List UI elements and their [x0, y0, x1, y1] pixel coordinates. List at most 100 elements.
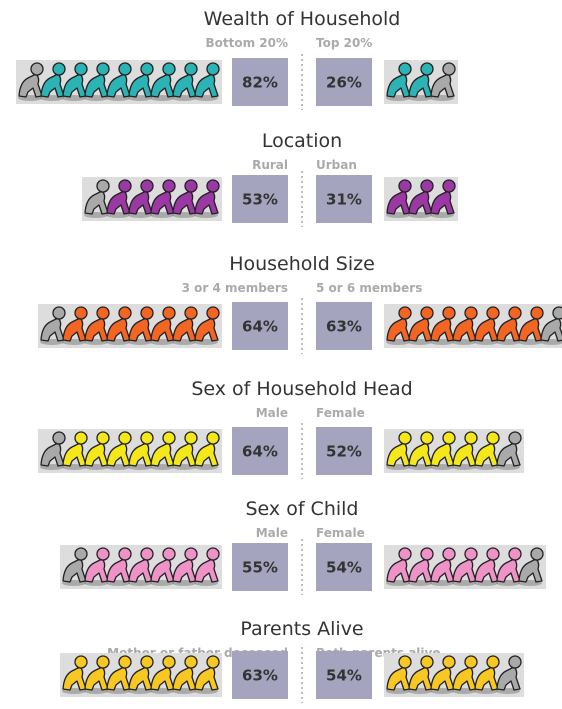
icon-head: [31, 63, 43, 75]
section-title: Location: [262, 130, 342, 152]
icon-head: [75, 548, 87, 560]
section: Household Size3 or 4 members5 or 6 membe…: [38, 253, 562, 354]
icon-head: [553, 307, 562, 319]
icon-head: [421, 180, 433, 192]
icon-head: [421, 548, 433, 560]
icon-head: [509, 307, 521, 319]
left-label: Male: [256, 526, 288, 540]
icon-head: [141, 307, 153, 319]
left-label: Rural: [252, 158, 288, 172]
right-label: 5 or 6 members: [316, 281, 422, 295]
icon-head: [487, 548, 499, 560]
percent-value: 26%: [326, 74, 362, 92]
icon-head: [75, 63, 87, 75]
icon-head: [141, 63, 153, 75]
section: Sex of Child Male Female 55% 54%: [60, 498, 546, 595]
icon-head: [119, 63, 131, 75]
icon-head: [75, 307, 87, 319]
section: Parents AliveMother or father deceasedBo…: [60, 618, 524, 703]
icon-head: [421, 63, 433, 75]
icon-head: [53, 63, 65, 75]
percent-value: 52%: [326, 443, 362, 461]
icon-head: [509, 548, 521, 560]
percent-value: 54%: [326, 667, 362, 685]
icon-head: [185, 656, 197, 668]
percent-value: 64%: [242, 443, 278, 461]
section: Location Rural Urban 53% 31%: [82, 130, 458, 227]
icon-head: [141, 432, 153, 444]
icon-head: [399, 63, 411, 75]
icon-head: [487, 432, 499, 444]
icon-head: [399, 548, 411, 560]
left-label: Bottom 20%: [205, 36, 288, 50]
icon-head: [443, 307, 455, 319]
section: Sex of Household HeadMaleFemale64%52%: [38, 378, 524, 479]
icon-head: [97, 548, 109, 560]
icon-head: [185, 180, 197, 192]
icon-head: [399, 307, 411, 319]
icon-head: [399, 432, 411, 444]
icon-head: [141, 656, 153, 668]
icon-head: [163, 180, 175, 192]
icon-head: [119, 307, 131, 319]
section-title: Parents Alive: [240, 618, 363, 640]
icon-head: [97, 307, 109, 319]
icon-head: [141, 180, 153, 192]
icon-head: [207, 548, 219, 560]
percent-value: 54%: [326, 559, 362, 577]
section-title: Household Size: [229, 253, 375, 275]
percent-value: 55%: [242, 559, 278, 577]
icon-head: [163, 656, 175, 668]
icon-head: [465, 307, 477, 319]
icon-head: [443, 656, 455, 668]
icon-head: [465, 548, 477, 560]
section: Wealth of Household Bottom 20% Top 20% 82% 2…: [16, 8, 458, 110]
icon-head: [443, 432, 455, 444]
icon-head: [75, 656, 87, 668]
percent-value: 53%: [242, 191, 278, 209]
icon-head: [119, 548, 131, 560]
section-title: Sex of Child: [246, 498, 359, 520]
icon-head: [207, 656, 219, 668]
section-title: Sex of Household Head: [191, 378, 412, 400]
percent-value: 63%: [242, 667, 278, 685]
icon-head: [487, 307, 499, 319]
icon-head: [163, 432, 175, 444]
right-label: Female: [316, 526, 365, 540]
icon-head: [185, 63, 197, 75]
icon-head: [119, 180, 131, 192]
percent-value: 31%: [326, 191, 362, 209]
icon-head: [97, 63, 109, 75]
icon-head: [465, 432, 477, 444]
infographic: Wealth of Household Bottom 20% Top 20% 82% 2…: [0, 0, 562, 709]
icon-head: [399, 656, 411, 668]
percent-value: 63%: [326, 318, 362, 336]
icon-head: [487, 656, 499, 668]
percent-value: 82%: [242, 74, 278, 92]
icon-head: [421, 432, 433, 444]
icon-head: [163, 63, 175, 75]
icon-head: [207, 63, 219, 75]
section-title: Wealth of Household: [204, 8, 401, 30]
icon-head: [119, 656, 131, 668]
right-label: Urban: [316, 158, 357, 172]
icon-head: [509, 432, 521, 444]
icon-head: [531, 307, 543, 319]
icon-head: [207, 180, 219, 192]
icon-head: [97, 432, 109, 444]
icon-head: [421, 656, 433, 668]
percent-value: 64%: [242, 318, 278, 336]
icon-head: [207, 432, 219, 444]
icon-head: [465, 656, 477, 668]
icon-head: [207, 307, 219, 319]
icon-head: [509, 656, 521, 668]
icon-head: [443, 63, 455, 75]
icon-head: [185, 307, 197, 319]
icon-head: [163, 307, 175, 319]
icon-head: [97, 656, 109, 668]
icon-head: [185, 432, 197, 444]
icon-head: [421, 307, 433, 319]
right-label: Top 20%: [316, 36, 372, 50]
icon-head: [443, 548, 455, 560]
icon-head: [119, 432, 131, 444]
